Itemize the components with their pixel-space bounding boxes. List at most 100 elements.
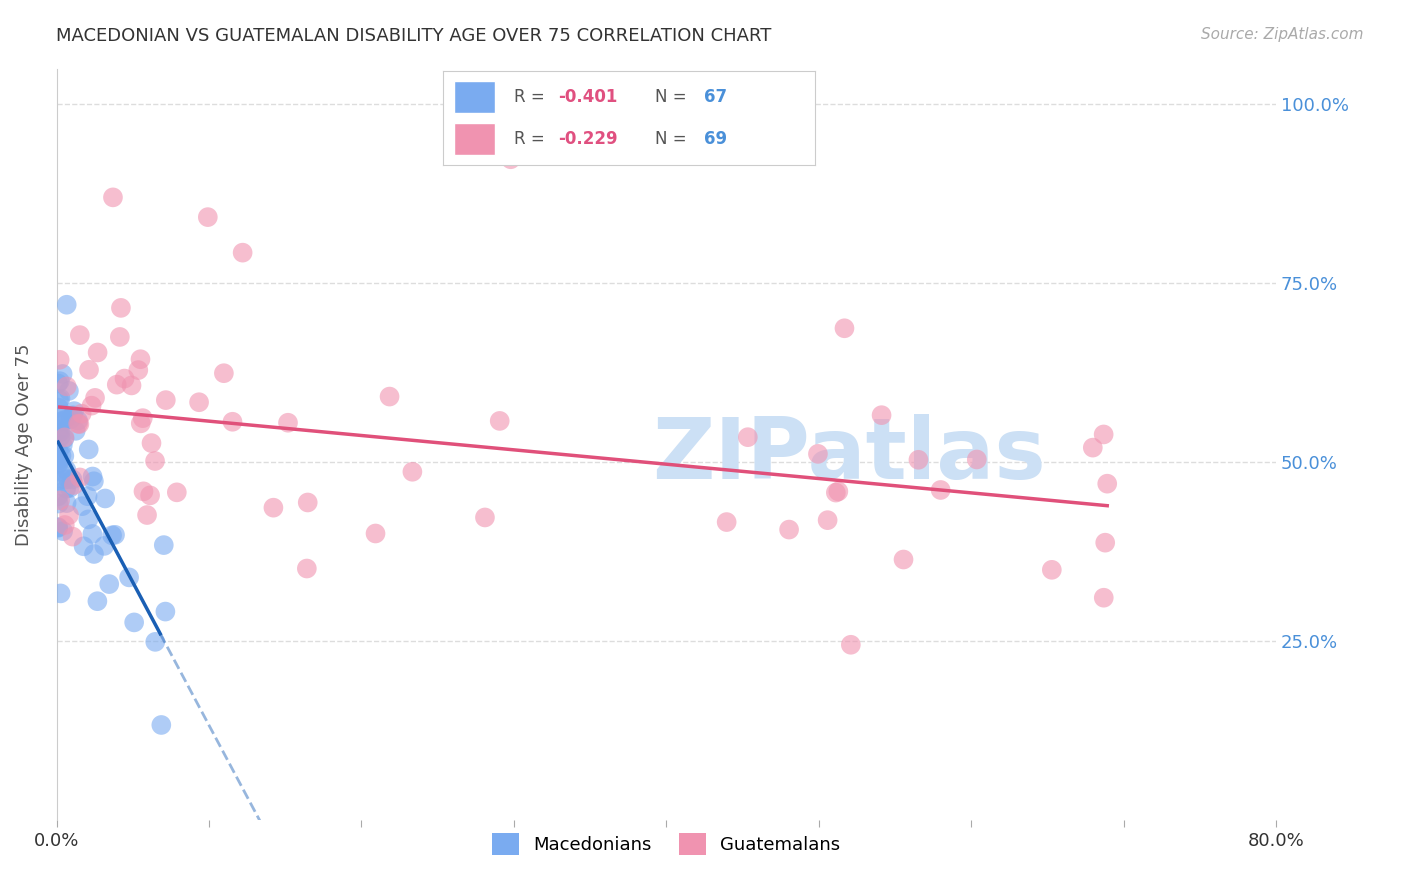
Point (62, 530, 84, 544)
Point (84, 391, 107, 405)
Point (62, 472, 84, 486)
Point (69, 470, 91, 484)
Point (104, 528, 127, 542)
Point (76, 489, 98, 503)
Point (474, 510, 496, 524)
Point (114, 371, 136, 385)
Point (150, 718, 173, 732)
Point (295, 561, 318, 575)
Point (55, 379, 77, 393)
Point (1094, 535, 1116, 549)
Point (132, 484, 155, 499)
Point (1097, 476, 1119, 491)
Point (1081, 441, 1104, 455)
Point (46, 376, 69, 391)
Legend: Macedonians, Guatemalans: Macedonians, Guatemalans (482, 823, 849, 863)
Point (129, 417, 152, 431)
Point (143, 635, 166, 649)
Bar (454, 81, 495, 112)
Point (197, 210, 219, 224)
Point (141, 436, 163, 450)
Point (212, 366, 235, 380)
Point (870, 408, 893, 422)
Point (108, 330, 131, 344)
Y-axis label: Disability Age Over 75: Disability Age Over 75 (15, 343, 32, 546)
Point (262, 500, 284, 515)
Point (49, 392, 72, 406)
Point (82, 527, 104, 541)
Point (155, 605, 177, 619)
Point (152, 538, 174, 552)
Point (118, 570, 141, 584)
Point (48, 392, 70, 407)
Point (817, 513, 839, 527)
Point (129, 352, 152, 367)
Point (101, 528, 124, 542)
Point (46, 520, 69, 534)
Point (67, 417, 90, 431)
Point (77, 363, 100, 377)
Point (499, 153, 522, 167)
Point (51, 449, 73, 463)
Point (121, 378, 143, 392)
Point (67, 417, 90, 431)
Point (80, 399, 103, 413)
Text: N =: N = (655, 130, 692, 148)
Point (232, 245, 254, 260)
Point (77, 512, 100, 526)
Point (53, 449, 76, 463)
Point (824, 485, 846, 500)
Point (67, 413, 90, 427)
Point (1092, 591, 1115, 605)
Point (155, 393, 177, 408)
Point (49, 374, 72, 388)
Point (52, 367, 75, 381)
Text: MACEDONIAN VS GUATEMALAN DISABILITY AGE OVER 75 CORRELATION CHART: MACEDONIAN VS GUATEMALAN DISABILITY AGE … (56, 27, 772, 45)
Text: -0.401: -0.401 (558, 87, 617, 105)
Point (53, 430, 76, 444)
Point (297, 495, 319, 509)
Point (1040, 563, 1063, 577)
Point (46, 423, 69, 437)
Point (127, 363, 149, 377)
Point (46, 521, 69, 535)
Point (55, 463, 77, 477)
Point (49, 586, 72, 600)
Point (907, 452, 929, 467)
Text: 69: 69 (704, 130, 727, 148)
Point (49, 430, 72, 444)
Text: -0.229: -0.229 (558, 130, 619, 148)
Text: R =: R = (513, 130, 550, 148)
Point (827, 484, 849, 499)
Point (58, 508, 80, 522)
Point (98, 577, 121, 591)
Point (51, 414, 73, 428)
Point (929, 483, 952, 497)
Point (58, 384, 80, 398)
Point (364, 526, 387, 541)
Point (69, 328, 91, 343)
Point (48, 451, 70, 466)
Point (277, 416, 299, 430)
Text: ZIPatlas: ZIPatlas (652, 414, 1046, 497)
Point (70, 499, 93, 513)
Point (143, 454, 166, 468)
Point (778, 523, 800, 537)
Point (48, 445, 70, 459)
Point (48, 401, 70, 415)
Point (46, 453, 69, 467)
Point (49, 425, 72, 440)
Point (46, 451, 69, 466)
Point (378, 390, 401, 404)
Point (122, 615, 145, 630)
Point (188, 395, 211, 409)
Point (55, 298, 77, 312)
Point (86, 594, 108, 608)
Point (48, 497, 70, 511)
Point (893, 552, 915, 566)
Point (55, 413, 77, 427)
Point (966, 452, 988, 467)
Point (49, 493, 72, 508)
Point (737, 430, 759, 444)
Point (136, 508, 159, 522)
